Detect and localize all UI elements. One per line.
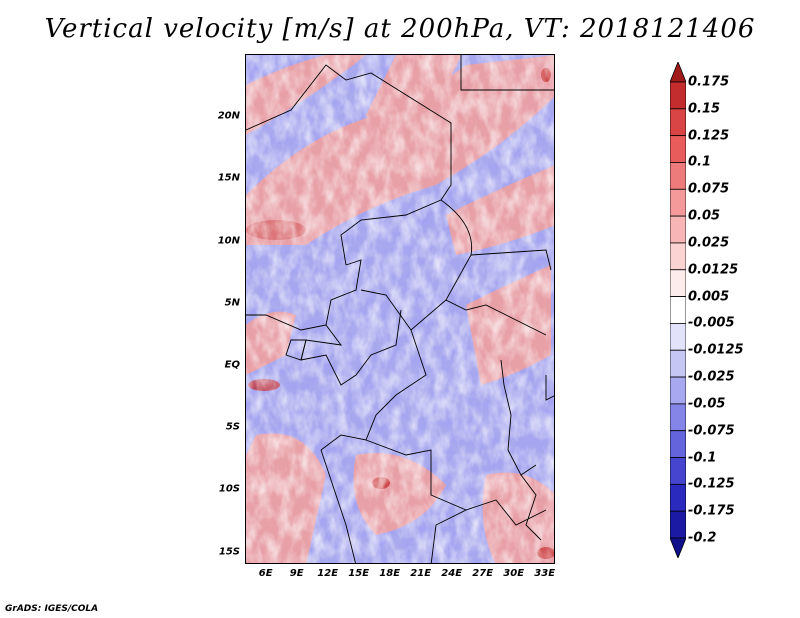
colorbar-swatch: [670, 162, 686, 190]
colorbar-label: 0.005: [688, 289, 730, 305]
lon-tick-label: 9E: [289, 568, 304, 579]
colorbar-label: -0.1: [688, 450, 717, 466]
colorbar-label: 0.075: [688, 181, 730, 197]
colorbar-swatch: [670, 296, 686, 324]
vertical-velocity-field: [246, 55, 554, 563]
lon-tick-label: 18E: [379, 568, 401, 579]
country-borders: [246, 55, 554, 563]
colorbar-swatch: [670, 62, 686, 83]
colorbar-label: -0.175: [688, 503, 735, 519]
lon-tick-label: 6E: [258, 568, 273, 579]
colorbar-swatch: [670, 215, 686, 244]
chart-title: Vertical velocity [m/s] at 200hPa, VT: 2…: [44, 14, 756, 44]
colorbar-label: -0.005: [688, 315, 735, 331]
colorbar-label: 0.0125: [688, 262, 739, 278]
colorbar-swatch: [670, 188, 686, 217]
colorbar-label: 0.15: [688, 101, 721, 117]
colorbar-swatch: [670, 483, 686, 512]
colorbar-swatch: [670, 457, 686, 485]
lon-tick-label: 15E: [348, 568, 370, 579]
colorbar-label: -0.2: [688, 530, 717, 546]
colorbar-swatch: [670, 430, 686, 458]
lat-tick-label: 20N: [217, 110, 240, 122]
colorbar-swatch: [670, 376, 686, 405]
lon-tick-label: 12E: [317, 568, 339, 579]
lon-tick-label: 21E: [410, 568, 432, 579]
colorbar-swatch: [670, 242, 686, 271]
colorbar-label: -0.0125: [688, 342, 744, 358]
colorbar-label: 0.025: [688, 235, 730, 251]
colorbar-swatch: [670, 269, 686, 297]
colorbar-swatch: [670, 108, 686, 137]
colorbar-swatch: [670, 403, 686, 432]
lat-tick-label: EQ: [224, 359, 240, 371]
lat-tick-label: 5N: [224, 297, 240, 309]
colorbar-swatches: [670, 62, 686, 558]
colorbar-label: 0.175: [688, 74, 730, 90]
lat-tick-label: 10S: [218, 483, 240, 495]
colorbar-swatch: [670, 510, 686, 539]
lat-tick-label: 10N: [217, 235, 240, 247]
colorbar-swatch: [670, 537, 686, 558]
credit-text: GrADS: IGES/COLA: [5, 604, 99, 614]
colorbar-label: -0.125: [688, 476, 735, 492]
lat-tick-label: 15N: [217, 172, 240, 184]
colorbar-swatch: [670, 81, 686, 110]
colorbar-label: -0.05: [688, 396, 726, 412]
colorbar-swatch: [670, 349, 686, 378]
colorbar-swatch: [670, 323, 686, 351]
colorbar-label: 0.125: [688, 128, 730, 144]
lon-tick-label: 27E: [472, 568, 494, 579]
lon-tick-label: 24E: [441, 568, 463, 579]
field-texture: [246, 55, 554, 563]
colorbar-label: 0.05: [688, 208, 721, 224]
map-panel: [245, 54, 555, 564]
lat-tick-label: 5S: [225, 421, 240, 433]
colorbar-label: 0.1: [688, 154, 712, 170]
colorbar-swatch: [670, 135, 686, 163]
colorbar-label: -0.075: [688, 423, 735, 439]
lon-tick-label: 33E: [534, 568, 556, 579]
lat-tick-label: 15S: [218, 546, 240, 558]
lon-tick-label: 30E: [503, 568, 525, 579]
colorbar-label: -0.025: [688, 369, 735, 385]
